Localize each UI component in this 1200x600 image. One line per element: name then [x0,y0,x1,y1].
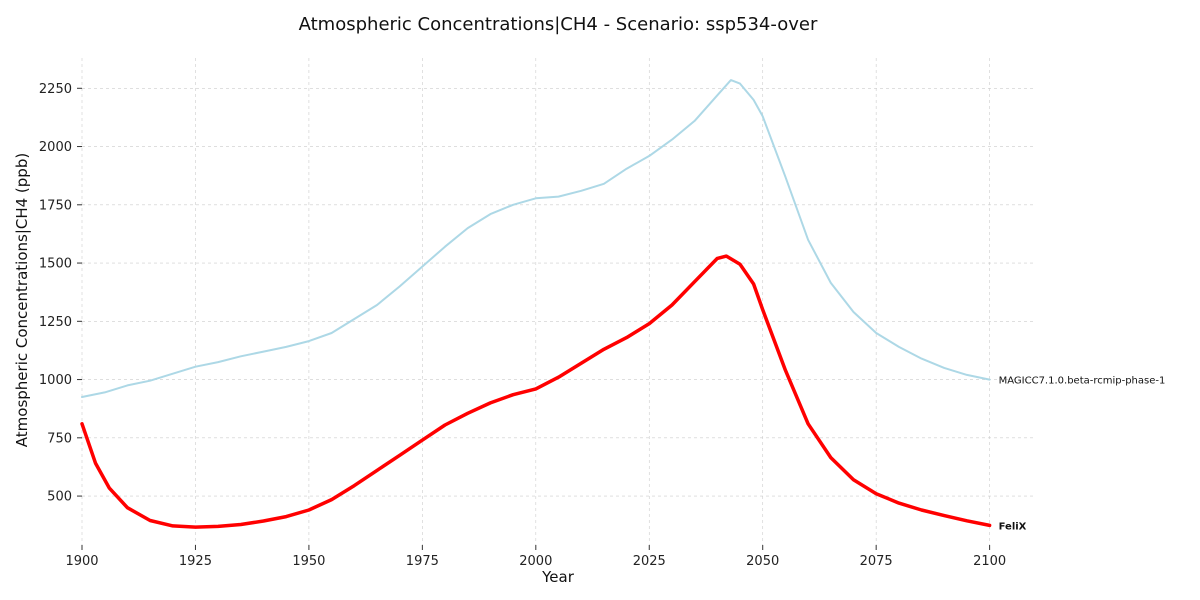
axes: 1900 1925 1950 1975 2000 2025 2050 2075 2100 500 7… [39,82,1006,569]
x-tick-label: 2100 [973,554,1006,569]
y-tick-label: 2250 [39,82,72,97]
series-label: FeliX [999,521,1027,532]
x-tick-label: 1925 [179,554,212,569]
chart-title: Atmospheric Concentrations|CH4 - Scenari… [299,14,818,35]
x-tick-label: 1950 [292,554,325,569]
series-group [80,79,992,529]
x-tick-label: 1900 [65,554,98,569]
y-tick-label: 1500 [39,257,72,272]
series-line-magicc [81,79,991,398]
series-labels: MAGICC7.1.0.beta-rcmip-phase-1 FeliX [999,376,1166,533]
y-tick-label: 750 [47,431,72,446]
series-line-felix [80,254,992,529]
y-tick-label: 2000 [39,140,72,155]
y-tick-label: 500 [47,490,72,505]
y-axis-label: Atmospheric Concentrations|CH4 (ppb) [13,153,31,447]
grid [81,58,1035,545]
x-axis-label: Year [541,568,575,586]
y-tick-label: 1250 [39,315,72,330]
y-tick-label: 1750 [39,198,72,213]
y-tick-label: 1000 [39,373,72,388]
x-tick-label: 1975 [406,554,439,569]
x-tick-label: 2025 [633,554,666,569]
x-tick-label: 2000 [519,554,552,569]
series-label: MAGICC7.1.0.beta-rcmip-phase-1 [999,376,1166,387]
x-tick-label: 2075 [860,554,893,569]
x-tick-label: 2050 [746,554,779,569]
